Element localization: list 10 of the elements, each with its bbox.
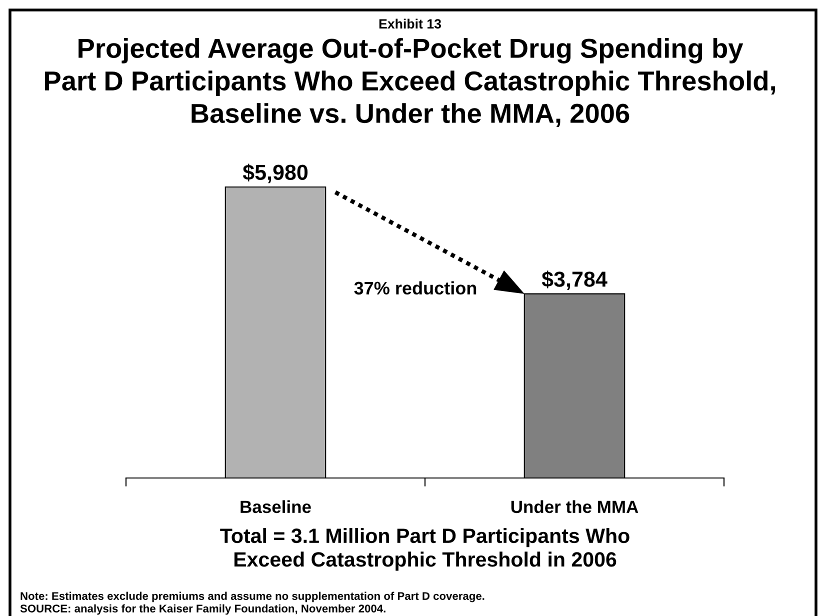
text: Exhibit 13 xyxy=(379,18,442,29)
x-axis-title: Total = 3.1 Million Part D Participants Who Exceed Catastrophic Threshold in 2006 xyxy=(220,528,630,571)
x-tick-label: Under the MMA xyxy=(511,500,638,514)
chart-title: Projected Average Out-of-Pocket Drug Spending by Part D Participants Who Exceed Catastrophic Threshold, Baseline vs. Under the MMA, 2006 xyxy=(45,38,776,128)
annotation: 37% reduction xyxy=(354,281,476,295)
source-note: SOURCE: analysis for the Kaiser Family Foundation, November 2004. xyxy=(20,604,386,615)
data-label: $5,980 xyxy=(242,164,308,184)
x-tick-label: Baseline xyxy=(240,500,311,514)
text: Note: Estimates exclude premiums and assume no supplementation of Part D coverage. xyxy=(20,592,484,602)
data-label: $3,784 xyxy=(542,270,608,290)
